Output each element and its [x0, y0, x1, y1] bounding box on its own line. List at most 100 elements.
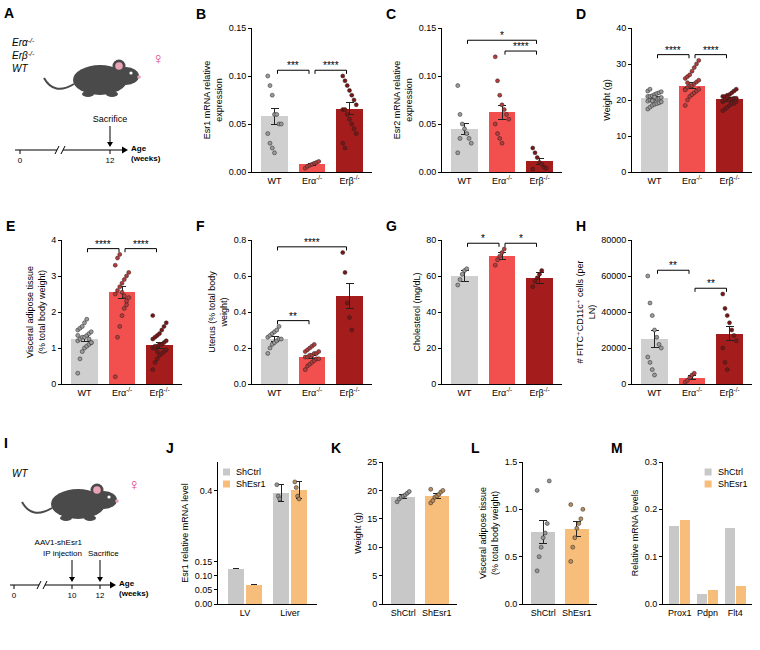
- svg-text:10: 10: [616, 131, 626, 141]
- svg-text:G: G: [386, 218, 397, 234]
- svg-text:ShEsr1: ShEsr1: [562, 608, 592, 618]
- svg-text:0: 0: [372, 599, 377, 609]
- svg-text:ShCtrl: ShCtrl: [391, 608, 416, 618]
- svg-text:Erα​-/-​: Erα​-/-​: [112, 386, 132, 398]
- svg-text:C: C: [386, 6, 396, 22]
- svg-text:H: H: [576, 218, 586, 234]
- svg-text:1: 1: [51, 343, 56, 353]
- svg-text:0.15: 0.15: [419, 23, 437, 33]
- svg-text:Erβ-/-: Erβ-/-: [12, 50, 35, 62]
- svg-text:♀: ♀: [128, 476, 140, 493]
- svg-text:0.05: 0.05: [229, 119, 247, 129]
- svg-text:0.15: 0.15: [195, 557, 213, 567]
- svg-text:****: ****: [513, 41, 529, 52]
- svg-text:****: ****: [95, 239, 111, 250]
- svg-text:K: K: [331, 440, 341, 456]
- svg-text:**: **: [669, 260, 677, 271]
- svg-text:****: ****: [304, 237, 320, 248]
- svg-text:0.10: 0.10: [419, 71, 437, 81]
- svg-text:Erβ​-/-​: Erβ​-/-​: [149, 386, 169, 398]
- svg-text:1.0: 1.0: [505, 504, 518, 514]
- svg-text:Erβ​-/-​: Erβ​-/-​: [719, 174, 739, 186]
- svg-text:25: 25: [367, 457, 377, 467]
- svg-text:10: 10: [68, 591, 77, 600]
- svg-text:20000: 20000: [601, 343, 626, 353]
- svg-text:Sacrifice: Sacrifice: [93, 114, 128, 124]
- svg-text:Age: Age: [119, 579, 135, 588]
- svg-text:ShEsr1: ShEsr1: [718, 479, 748, 489]
- svg-text:0.5: 0.5: [505, 552, 518, 562]
- svg-text:Prox1: Prox1: [668, 608, 692, 618]
- svg-text:WT: WT: [12, 468, 28, 479]
- svg-text:3: 3: [51, 271, 56, 281]
- svg-text:0: 0: [621, 379, 626, 389]
- svg-text:1.5: 1.5: [505, 457, 518, 467]
- svg-text:D: D: [576, 6, 586, 22]
- svg-text:Visceral adipose tissue(% tota: Visceral adipose tissue(% total body wei…: [478, 487, 500, 579]
- svg-text:Pdpn: Pdpn: [697, 608, 718, 618]
- svg-text:E: E: [6, 218, 15, 234]
- svg-text:WT: WT: [458, 176, 472, 186]
- svg-text:Weight (g): Weight (g): [353, 512, 363, 553]
- svg-text:*: *: [481, 233, 485, 244]
- svg-text:Sacrifice: Sacrifice: [88, 549, 119, 558]
- svg-text:80000: 80000: [601, 235, 626, 245]
- svg-text:0.0: 0.0: [505, 599, 518, 609]
- svg-text:Erα​-/-​: Erα​-/-​: [682, 386, 702, 398]
- svg-text:Erα​-/-​: Erα​-/-​: [492, 386, 512, 398]
- svg-text:Erα-/-: Erα-/-: [12, 37, 35, 49]
- svg-text:**: **: [707, 278, 715, 289]
- svg-text:WT: WT: [648, 176, 662, 186]
- svg-text:ShEsr1: ShEsr1: [422, 608, 452, 618]
- svg-text:0.0: 0.0: [645, 599, 658, 609]
- svg-text:0.00: 0.00: [229, 167, 247, 177]
- svg-text:0: 0: [51, 379, 56, 389]
- svg-text:40: 40: [616, 23, 626, 33]
- svg-text:(weeks): (weeks): [131, 154, 161, 163]
- svg-text:5: 5: [372, 571, 377, 581]
- svg-text:Weight (g): Weight (g): [602, 79, 612, 120]
- svg-text:Erα​-/-​: Erα​-/-​: [302, 386, 322, 398]
- svg-text:20: 20: [367, 486, 377, 496]
- svg-text:B: B: [196, 6, 206, 22]
- svg-text:2: 2: [51, 307, 56, 317]
- svg-text:Relative mRNA levels: Relative mRNA levels: [630, 489, 640, 576]
- svg-text:IP injection: IP injection: [43, 549, 82, 558]
- svg-text:12: 12: [106, 156, 115, 165]
- svg-text:WT: WT: [268, 388, 282, 398]
- svg-text:Flt4: Flt4: [728, 608, 743, 618]
- svg-text:0.2: 0.2: [645, 504, 658, 514]
- svg-text:ShCtrl: ShCtrl: [236, 467, 261, 477]
- svg-text:*: *: [500, 30, 504, 41]
- svg-text:0.15: 0.15: [229, 23, 247, 33]
- svg-text:A: A: [4, 5, 14, 21]
- svg-text:Erβ​-/-​: Erβ​-/-​: [529, 386, 549, 398]
- svg-text:0: 0: [621, 167, 626, 177]
- svg-text:0: 0: [12, 591, 17, 600]
- svg-text:♀: ♀: [152, 50, 164, 67]
- svg-text:80: 80: [426, 235, 436, 245]
- svg-text:Visceral adipose tissue(% tota: Visceral adipose tissue(% total body wei…: [25, 266, 47, 358]
- svg-text:Liver: Liver: [280, 608, 300, 618]
- svg-text:WT: WT: [268, 176, 282, 186]
- svg-text:10: 10: [367, 542, 377, 552]
- svg-text:0.10: 0.10: [229, 71, 247, 81]
- svg-text:Erβ​-/-​: Erβ​-/-​: [339, 386, 359, 398]
- svg-text:0.0: 0.0: [234, 379, 247, 389]
- svg-text:F: F: [196, 218, 205, 234]
- svg-text:LV: LV: [240, 608, 250, 618]
- svg-text:WT: WT: [458, 388, 472, 398]
- svg-text:AAV1-shEsr1: AAV1-shEsr1: [35, 538, 83, 547]
- svg-text:0.05: 0.05: [195, 585, 213, 595]
- svg-text:0.4: 0.4: [200, 486, 213, 496]
- svg-text:****: ****: [703, 45, 719, 56]
- svg-text:60: 60: [426, 271, 436, 281]
- svg-text:Uterus (% total bodyweight): Uterus (% total bodyweight): [207, 271, 229, 353]
- svg-text:0.10: 0.10: [195, 571, 213, 581]
- svg-text:M: M: [611, 440, 623, 456]
- svg-text:20: 20: [616, 95, 626, 105]
- svg-text:0: 0: [18, 156, 23, 165]
- svg-text:4: 4: [51, 235, 56, 245]
- svg-text:15: 15: [367, 514, 377, 524]
- svg-text:(weeks): (weeks): [119, 589, 149, 598]
